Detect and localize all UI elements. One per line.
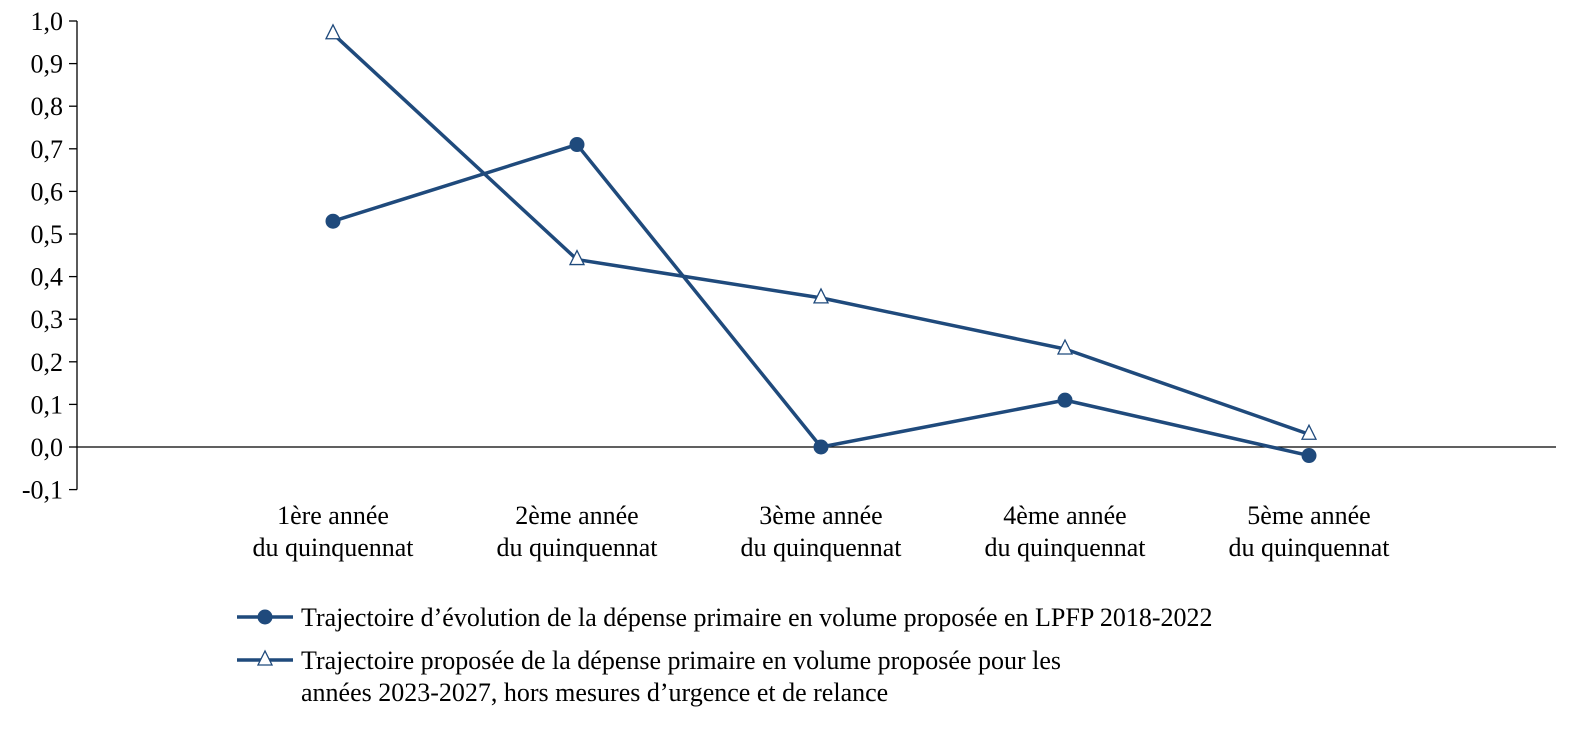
series-group — [324, 23, 1318, 464]
legend-label: années 2023-2027, hors mesures d’urgence… — [301, 678, 888, 707]
x-tick-label: du quinquennat — [496, 533, 658, 562]
y-tick-label: 0,5 — [31, 220, 64, 249]
circle-marker — [569, 137, 585, 153]
circle-marker — [1301, 448, 1317, 464]
y-tick-label: -0,1 — [22, 476, 63, 505]
series-2 — [324, 23, 1318, 440]
y-tick-label: 0,1 — [31, 390, 64, 419]
circle-marker — [325, 213, 341, 229]
x-tick-label: 4ème année — [1003, 501, 1126, 530]
y-tick-label: 1,0 — [31, 7, 64, 36]
y-tick-label: 0,7 — [31, 135, 64, 164]
x-tick-label: du quinquennat — [740, 533, 902, 562]
legend-label: Trajectoire d’évolution de la dépense pr… — [301, 603, 1212, 632]
triangle-marker — [812, 287, 830, 304]
x-tick-label: du quinquennat — [1228, 533, 1390, 562]
x-tick-label: du quinquennat — [984, 533, 1146, 562]
y-tick-label: 0,4 — [31, 263, 64, 292]
y-tick-label: 0,3 — [31, 305, 64, 334]
x-tick-labels: 1ère année du quinquennat 2ème année du qui… — [252, 501, 1390, 562]
circle-marker — [257, 609, 273, 625]
x-tick-label: du quinquennat — [252, 533, 414, 562]
y-tick-label: 0,6 — [31, 177, 64, 206]
triangle-marker — [324, 23, 342, 40]
triangle-marker — [1300, 423, 1318, 440]
series-1 — [325, 137, 1317, 464]
series-line — [331, 32, 1310, 436]
y-tick-label: 0,0 — [31, 433, 64, 462]
legend-item-2: Trajectoire proposée de la dépense prima… — [237, 646, 1061, 707]
x-tick-label: 2ème année — [515, 501, 638, 530]
legend-label: Trajectoire proposée de la dépense prima… — [301, 646, 1061, 675]
x-tick-label: 5ème année — [1247, 501, 1370, 530]
triangle-marker — [256, 649, 274, 666]
y-tick-label: 0,9 — [31, 50, 64, 79]
triangle-marker — [568, 249, 586, 266]
legend-item-1: Trajectoire d’évolution de la dépense pr… — [237, 603, 1212, 632]
y-tick-label: 0,8 — [31, 92, 64, 121]
circle-marker — [813, 439, 829, 455]
axes: -0,1 0,0 0,1 0,2 0,3 0,4 0,5 0,6 0,7 0,8 0,9 1,0 — [22, 7, 1556, 505]
x-tick-label: 1ère année — [277, 501, 389, 530]
y-tick-label: 0,2 — [31, 348, 64, 377]
triangle-marker — [1056, 338, 1074, 355]
legend: Trajectoire d’évolution de la dépense pr… — [237, 603, 1212, 707]
x-tick-label: 3ème année — [759, 501, 882, 530]
circle-marker — [1057, 392, 1073, 408]
